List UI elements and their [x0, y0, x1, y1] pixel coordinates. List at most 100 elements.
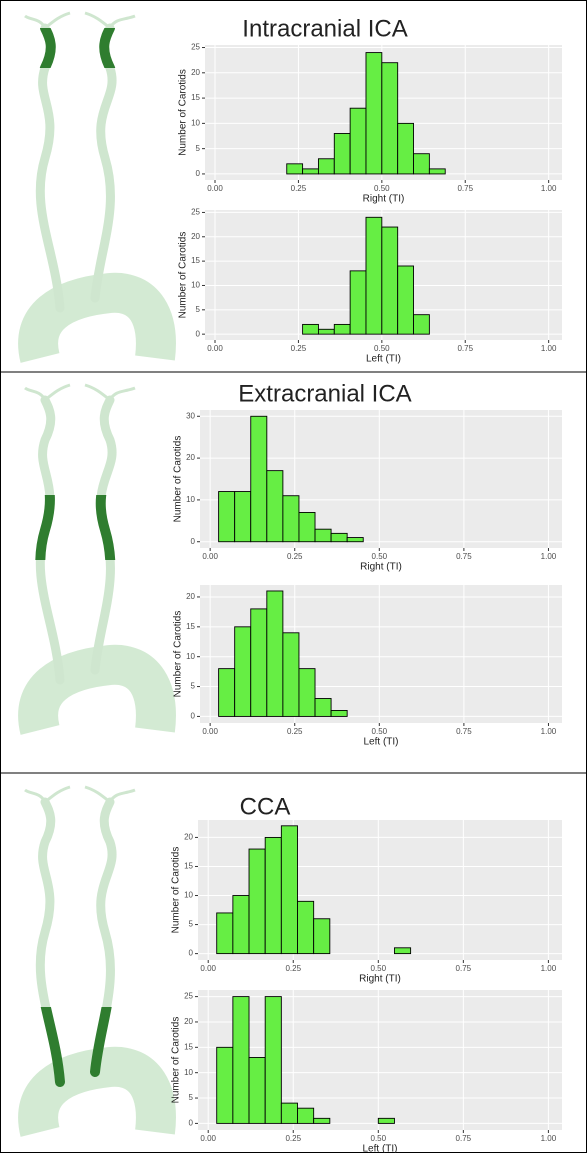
histogram-bar: [232, 895, 250, 955]
x-tick-label: 0.75: [456, 552, 472, 561]
x-tick-label: 0.25: [285, 1134, 301, 1143]
x-tick-label: 0.50: [372, 727, 388, 736]
histogram-bar: [381, 226, 399, 335]
vessel: [39, 28, 56, 68]
histogram-bar: [282, 495, 300, 543]
y-tick-label: 20: [184, 1017, 193, 1026]
histogram-bar: [216, 1046, 234, 1124]
y-tick-label: 20: [186, 592, 195, 601]
histogram-bar: [346, 537, 364, 543]
histogram-bar: [282, 632, 300, 717]
y-tick-label: 0: [196, 169, 201, 178]
y-tick-label: 10: [191, 281, 200, 290]
y-tick-label: 20: [184, 833, 193, 842]
x-tick-label: 0.50: [371, 1134, 387, 1143]
y-tick-label: 15: [186, 622, 195, 631]
highlight: [35, 495, 116, 560]
x-tick-label: 0.25: [291, 184, 307, 193]
x-tick-label: 0.00: [207, 344, 223, 353]
y-tick-label: 10: [184, 1068, 193, 1077]
y-tick-label: 0: [196, 329, 201, 338]
y-tick-label: 5: [191, 682, 196, 691]
histogram-bar: [381, 62, 399, 175]
x-tick-label: 0.00: [202, 727, 218, 736]
histogram-bar: [280, 1102, 298, 1124]
y-tick-label: 10: [184, 891, 193, 900]
y-tick-label: 20: [191, 68, 200, 77]
histogram-bar: [286, 163, 304, 175]
histogram-bar: [413, 153, 430, 175]
vessel: [24, 383, 136, 402]
histogram-bar: [218, 491, 236, 543]
x-tick-label: 0.25: [287, 552, 303, 561]
histogram-bar: [264, 996, 282, 1124]
x-axis-label: Left (TI): [363, 737, 398, 748]
histogram-bar: [349, 270, 367, 335]
x-tick-label: 0.25: [291, 344, 307, 353]
y-axis-label: Number of Carotids: [178, 232, 189, 319]
histogram-bar: [216, 912, 234, 955]
vessel: [99, 28, 116, 68]
y-tick-label: 20: [191, 232, 200, 241]
highlight: [40, 1007, 112, 1087]
histogram-bar: [297, 1107, 315, 1124]
y-tick-label: 30: [186, 411, 195, 420]
histogram-bar: [232, 996, 250, 1124]
x-tick-label: 0.25: [285, 964, 301, 973]
y-tick-label: 0: [189, 1119, 194, 1128]
x-tick-label: 0.50: [372, 552, 388, 561]
x-axis-label: Right (TI): [363, 194, 405, 205]
vessel: [95, 495, 116, 560]
x-tick-label: 0.00: [200, 964, 216, 973]
x-tick-label: 0.00: [200, 1134, 216, 1143]
x-tick-label: 1.00: [541, 1134, 557, 1143]
histogram-bar: [234, 626, 252, 717]
histogram-bar: [349, 107, 367, 175]
vessel: [90, 1007, 112, 1077]
y-tick-label: 20: [186, 453, 195, 462]
y-tick-label: 15: [184, 862, 193, 871]
x-tick-label: 0.50: [374, 184, 390, 193]
section-title: CCA: [240, 793, 291, 820]
y-axis-label: Number of Carotids: [171, 847, 182, 934]
x-tick-label: 1.00: [541, 552, 557, 561]
artery-illustration: [18, 383, 176, 735]
histogram-bar: [266, 470, 284, 543]
x-tick-label: 0.75: [456, 727, 472, 736]
histogram-bar: [298, 668, 316, 717]
histogram-bar: [266, 590, 284, 717]
histogram-bar: [428, 168, 446, 175]
x-tick-label: 0.75: [456, 964, 472, 973]
histogram-bar: [330, 710, 348, 717]
histogram-bar: [397, 122, 414, 175]
y-tick-label: 0: [191, 712, 196, 721]
x-axis-label: Left (TI): [362, 1144, 397, 1153]
histogram-bar: [317, 328, 335, 335]
histogram-bar: [314, 528, 332, 543]
section-title: Extracranial ICA: [238, 380, 411, 407]
y-axis-label: Number of Carotids: [173, 436, 184, 523]
aortic-arch: [18, 1046, 176, 1137]
histogram-bar: [218, 668, 236, 717]
histogram-bar: [333, 323, 351, 335]
x-tick-label: 0.75: [457, 184, 473, 193]
histogram-bar: [264, 836, 282, 955]
y-tick-label: 5: [189, 920, 194, 929]
histogram-bar: [297, 900, 315, 955]
histogram-bar: [250, 415, 268, 543]
histogram-bar: [298, 512, 316, 543]
y-axis-label: Number of Carotids: [173, 611, 184, 698]
x-axis-label: Right (TI): [359, 974, 401, 985]
histogram-bar: [397, 265, 414, 335]
y-tick-label: 5: [196, 144, 201, 153]
y-tick-label: 25: [191, 208, 200, 217]
histogram-bar: [280, 825, 298, 955]
x-tick-label: 0.75: [457, 344, 473, 353]
vessel: [40, 1007, 65, 1087]
y-tick-label: 25: [191, 43, 200, 52]
y-tick-label: 0: [191, 537, 196, 546]
x-tick-label: 0.50: [371, 964, 387, 973]
y-tick-label: 15: [184, 1042, 193, 1051]
histogram-bar: [302, 323, 319, 335]
